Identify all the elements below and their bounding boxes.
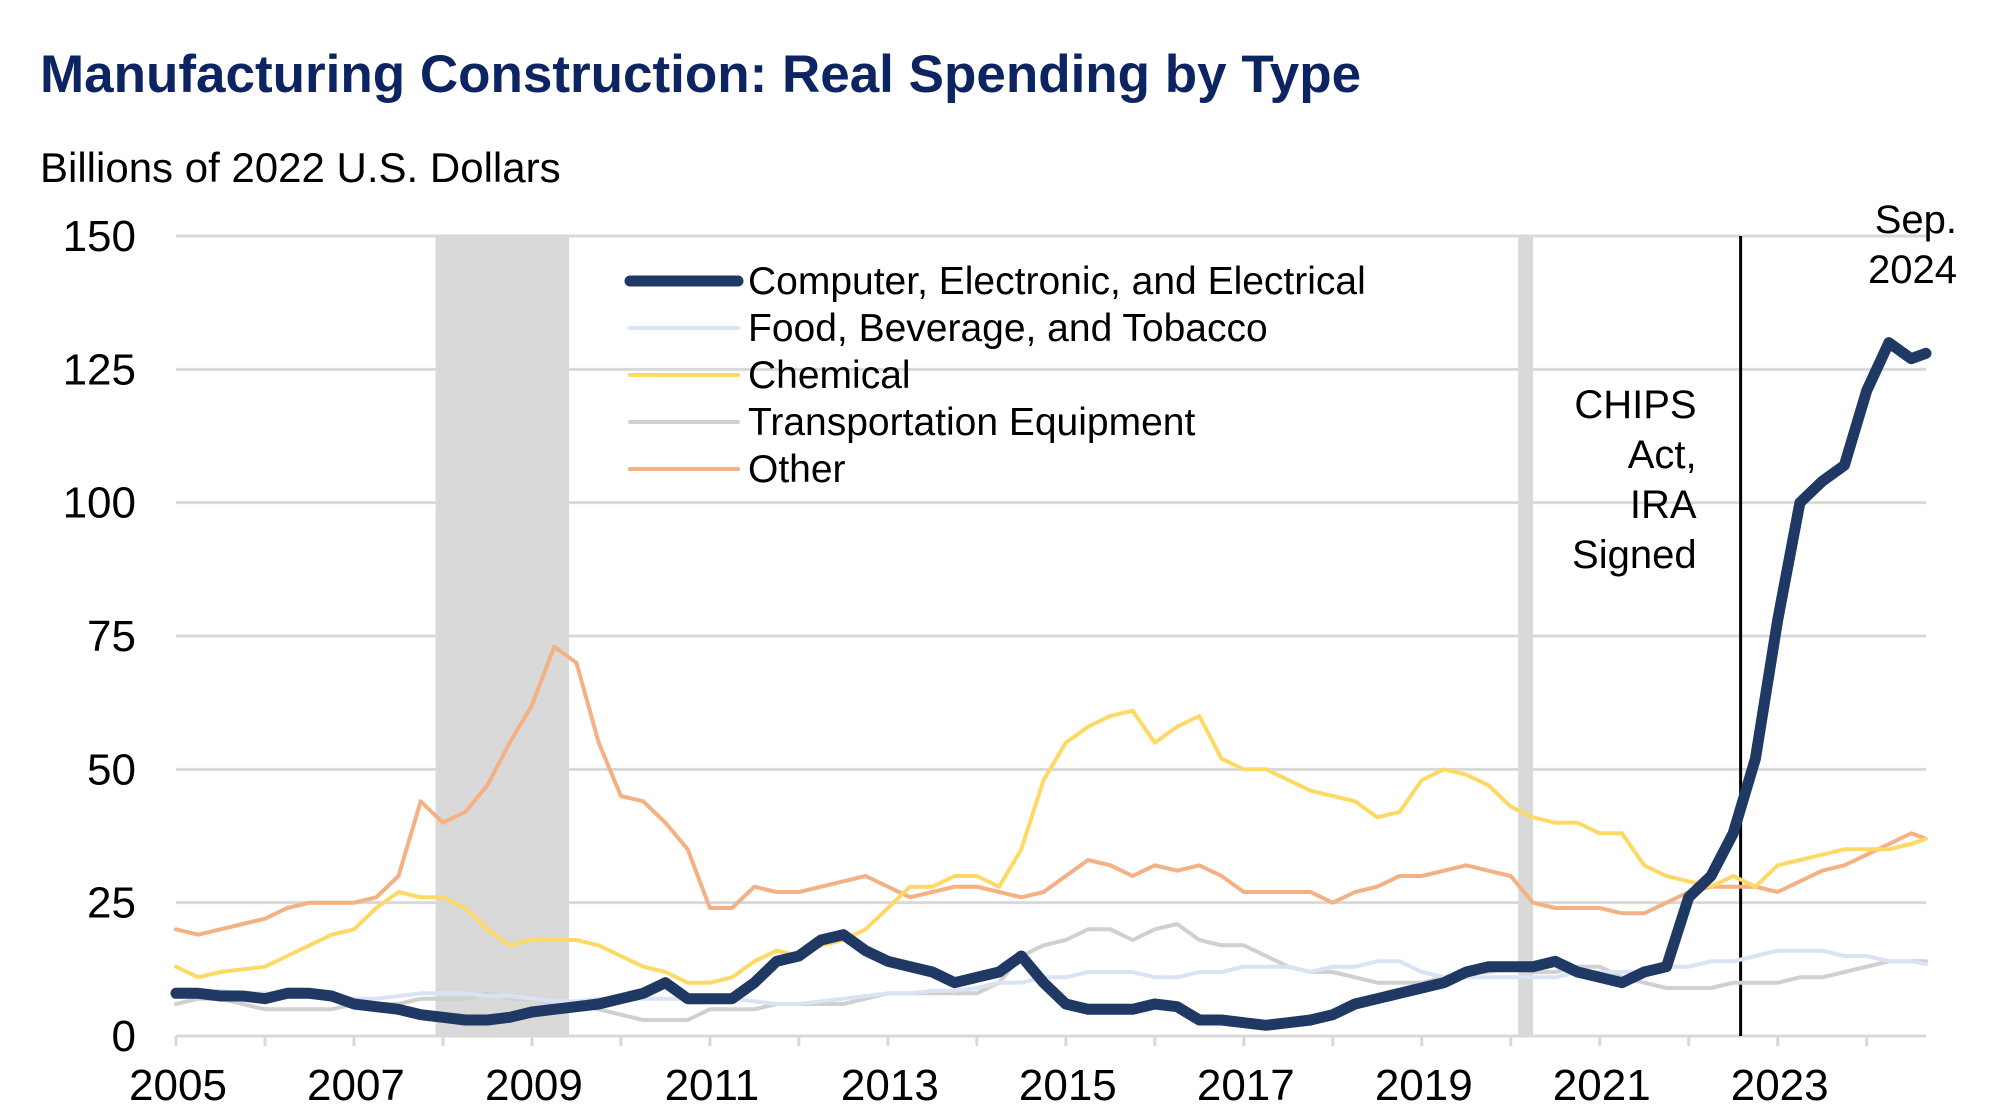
x-tick-label: 2013	[841, 1061, 939, 1110]
chips-annotation-line: Signed	[1572, 533, 1697, 577]
y-tick-label: 0	[112, 1012, 136, 1061]
y-axis-label: Billions of 2022 U.S. Dollars	[40, 144, 561, 191]
x-tick-label: 2011	[665, 1061, 760, 1110]
annotations: CHIPS Act, IRA Signed Sep. 2024	[1572, 198, 1957, 577]
series-lines	[170, 337, 1932, 1031]
x-tick-label: 2019	[1375, 1061, 1473, 1110]
chart-title: Manufacturing Construction: Real Spendin…	[40, 45, 1361, 104]
x-tick-label: 2023	[1731, 1061, 1829, 1110]
legend-label: Computer, Electronic, and Electrical	[748, 260, 1366, 303]
y-tick-label: 150	[63, 212, 136, 261]
chips-annotation-line: IRA	[1630, 483, 1697, 527]
x-tick-label: 2021	[1553, 1061, 1651, 1110]
series-line-0	[170, 337, 1932, 1031]
legend-label: Other	[748, 448, 846, 491]
y-tick-label: 125	[63, 345, 136, 394]
x-tick-label: 2005	[129, 1061, 227, 1110]
x-tick-label: 2009	[485, 1061, 583, 1110]
latest-date-annotation-line: Sep.	[1875, 198, 1957, 242]
y-tick-label: 25	[87, 879, 136, 928]
series-line-3	[174, 922, 1928, 1022]
y-tick-label: 75	[87, 612, 136, 661]
series-line-4	[174, 644, 1928, 937]
legend: Computer, Electronic, and ElectricalFood…	[624, 260, 1366, 491]
legend-label: Transportation Equipment	[748, 401, 1195, 444]
x-tick-label: 2007	[307, 1061, 405, 1110]
legend-label: Food, Beverage, and Tobacco	[748, 307, 1268, 350]
y-axis-ticks: 0 25 50 75 100 125 150	[63, 212, 136, 1061]
series-line-2	[174, 708, 1928, 985]
legend-label: Chemical	[748, 354, 911, 397]
chips-annotation-line: CHIPS	[1574, 383, 1696, 427]
x-axis-ticks: 2005 2007 2009 2011 2013 2015 2017 2019 2021 2023	[129, 1036, 1869, 1110]
x-tick-label: 2015	[1019, 1061, 1117, 1110]
latest-date-annotation-line: 2024	[1868, 248, 1957, 292]
y-tick-label: 50	[87, 745, 136, 794]
y-tick-label: 100	[63, 479, 136, 528]
x-tick-label: 2017	[1197, 1061, 1295, 1110]
chips-annotation-line: Act,	[1628, 433, 1697, 477]
